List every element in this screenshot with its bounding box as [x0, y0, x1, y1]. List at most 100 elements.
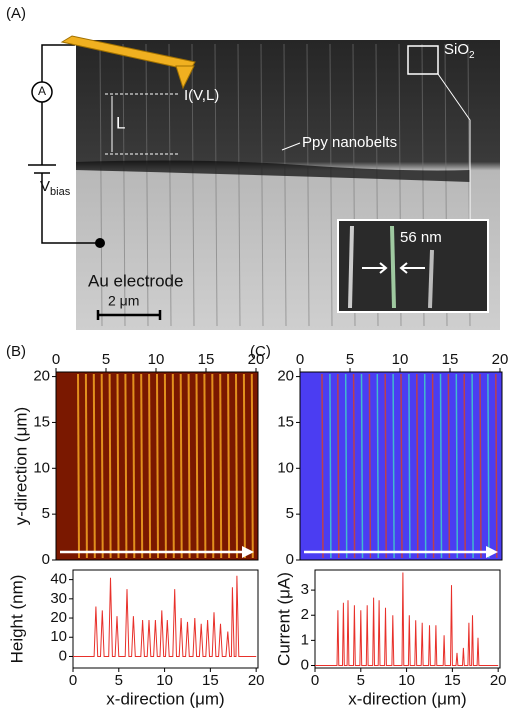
nanobelt-pointer: [281, 142, 301, 151]
x-tick-label: 5: [102, 351, 110, 368]
profile-line: [315, 572, 499, 666]
map-stripe: [211, 373, 215, 559]
belt-line: [99, 43, 103, 327]
scale-label: 2 μm: [108, 293, 139, 309]
y-tick-label: 0: [59, 647, 67, 664]
y-tick-label: 3: [301, 581, 309, 598]
map-stripe: [163, 373, 167, 559]
map-stripe: [227, 373, 231, 559]
x-axis-label: x-direction (μm): [106, 689, 224, 708]
electrode-label: Au electrode: [88, 271, 183, 290]
map-stripe: [140, 373, 144, 559]
circuit: [28, 44, 100, 244]
map-stripe: [116, 373, 120, 559]
map-stripe: [344, 373, 348, 559]
y-tick-label: 20: [33, 368, 50, 385]
belt-line: [306, 43, 310, 327]
oxide-text: SiO: [444, 41, 469, 58]
y-tick-label: 1: [301, 631, 309, 648]
x-tick-label: 0: [69, 672, 77, 689]
x-axis-label: x-direction (μm): [348, 689, 466, 708]
y-tick-label: 30: [50, 590, 67, 607]
y-axis-label: y-direction (μm): [11, 407, 30, 525]
x-tick-label: 0: [311, 672, 319, 689]
map-stripe: [108, 373, 112, 559]
x-tick-label: 0: [296, 351, 304, 368]
map-stripe: [329, 373, 332, 559]
map-stripe: [148, 373, 152, 559]
y-tick-label: 15: [277, 413, 294, 430]
map-stripe: [392, 373, 395, 559]
map-stripe: [471, 373, 474, 559]
inset: [337, 219, 489, 313]
cantilever: [60, 35, 196, 71]
map-stripe: [187, 373, 191, 559]
map-stripe: [242, 373, 246, 559]
belt-line: [237, 43, 241, 327]
map-stripe: [447, 373, 451, 559]
belt-line: [329, 43, 333, 327]
belt-line: [191, 43, 195, 327]
length-label: L: [116, 113, 125, 132]
belt-line: [122, 43, 126, 327]
probe-label: I(V,L): [184, 87, 219, 104]
map-stripe: [77, 373, 80, 559]
x-tick-label: 5: [357, 672, 365, 689]
length-marker: [105, 93, 180, 155]
x-tick-label: 20: [248, 351, 265, 368]
map-stripe: [92, 373, 96, 559]
map-stripe: [100, 373, 104, 559]
x-tick-label: 15: [198, 351, 215, 368]
y-tick-label: 20: [277, 368, 294, 385]
inset-belts: [348, 225, 434, 309]
ammeter-label: A: [38, 84, 46, 98]
map-stripe: [408, 373, 411, 559]
map-stripe: [84, 373, 88, 559]
y-tick-label: 0: [301, 656, 309, 673]
y-tick-label: 0: [42, 551, 50, 568]
map-stripe: [203, 373, 207, 559]
y-tick-label: 10: [277, 459, 294, 476]
y-tick-label: 40: [50, 571, 67, 588]
oxide-sub: 2: [469, 50, 475, 61]
x-tick-label: 10: [156, 672, 173, 689]
profile-line: [73, 575, 257, 657]
plot-frame: [314, 569, 501, 669]
map-stripe: [124, 373, 128, 559]
map-stripe: [439, 373, 443, 559]
belt-line: [214, 43, 218, 327]
x-tick-label: 20: [490, 672, 507, 689]
y-tick-label: 10: [33, 459, 50, 476]
width-arrows: [362, 262, 425, 274]
map-stripe: [352, 373, 356, 559]
plot-frame: [55, 371, 259, 561]
x-tick-label: 15: [202, 672, 219, 689]
map-stripe: [376, 373, 380, 559]
plot-frame: [72, 569, 259, 669]
y-tick-label: 5: [42, 505, 50, 522]
scan-arrowhead: [242, 546, 254, 558]
bias-sub: bias: [50, 186, 71, 198]
tip: [175, 65, 195, 90]
x-tick-label: 20: [492, 351, 509, 368]
map-stripe: [195, 373, 199, 559]
y-tick-label: 10: [50, 628, 67, 645]
bias-label: Vbias: [40, 178, 71, 198]
map-stripe: [337, 373, 340, 559]
map-stripe: [156, 373, 159, 559]
zoom-box: [407, 45, 439, 75]
map-stripe: [431, 373, 435, 559]
x-tick-label: 10: [392, 351, 409, 368]
ppy-edge: [76, 160, 470, 182]
width-label: 56 nm: [400, 229, 442, 246]
map-stripe: [423, 373, 427, 559]
y-tick-label: 5: [286, 505, 294, 522]
x-tick-label: 0: [52, 351, 60, 368]
map-stripe: [171, 373, 175, 559]
panel-label: (B): [6, 343, 26, 360]
x-tick-label: 15: [444, 672, 461, 689]
map-stripe: [219, 373, 223, 559]
map-stripe: [235, 373, 238, 559]
map-stripe: [384, 373, 387, 559]
